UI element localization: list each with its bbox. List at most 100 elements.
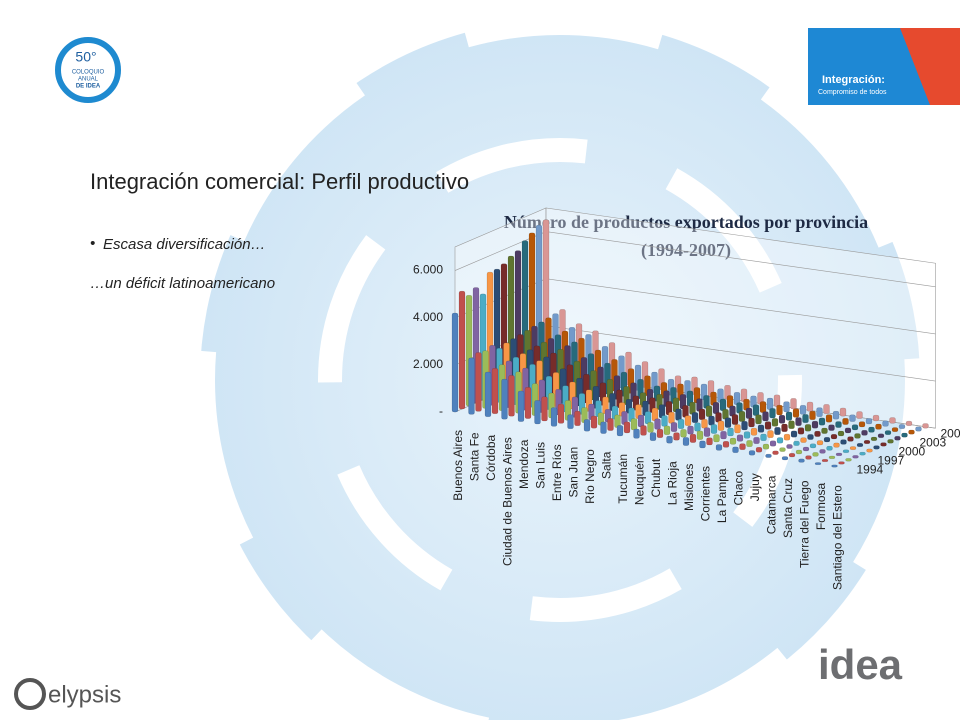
bar: [792, 408, 800, 418]
bar: [793, 440, 800, 446]
bar: [760, 433, 767, 442]
bar: [823, 437, 831, 443]
bar: [765, 453, 772, 458]
bar: [884, 430, 892, 435]
bar: [788, 453, 796, 458]
bar: [691, 412, 699, 423]
bar: [905, 420, 913, 427]
bar: [809, 443, 817, 449]
bar: [746, 440, 753, 447]
bar: [774, 427, 781, 435]
bar: [722, 441, 730, 448]
logo-idea: idea: [818, 641, 903, 688]
bar: [772, 450, 779, 455]
bar: [818, 417, 826, 426]
bar: [858, 421, 866, 428]
bar: [795, 449, 803, 455]
logo-text: ANUAL: [78, 77, 99, 83]
bar: [825, 414, 833, 423]
bar: [788, 420, 795, 429]
bar: [706, 437, 713, 446]
bar: [844, 427, 852, 434]
bar: [666, 435, 673, 444]
bar: [887, 439, 894, 444]
bar: [776, 437, 784, 444]
bar: [915, 426, 922, 432]
x-tick-label: Jujuy: [748, 473, 762, 501]
x-tick-label: Santa Cruz: [781, 478, 795, 538]
bar: [821, 427, 828, 434]
bar: [766, 397, 774, 410]
bar: [875, 423, 882, 430]
bar: [701, 419, 708, 429]
bar: [468, 357, 475, 415]
bar: [859, 451, 866, 456]
x-tick-label: San Luis: [534, 442, 548, 489]
bar: [491, 368, 499, 414]
bar: [698, 408, 706, 421]
x-tick-label: Salta: [600, 451, 614, 479]
bar: [823, 404, 830, 415]
bar: [755, 414, 762, 425]
bar: [804, 424, 812, 432]
bar: [501, 378, 508, 420]
chart-subtitle: (1994-2007): [641, 240, 731, 261]
logo-text: DE IDEA: [76, 84, 101, 90]
bar: [790, 398, 797, 410]
bar: [710, 424, 718, 434]
bar: [778, 414, 786, 424]
x-tick-label: Entre Ríos: [550, 444, 564, 501]
bar: [731, 414, 739, 425]
bar: [865, 418, 873, 425]
bar: [816, 407, 823, 418]
bar: [842, 418, 849, 425]
bar: [508, 375, 515, 417]
bar: [649, 432, 657, 441]
bar: [835, 421, 842, 428]
globe-pattern: [318, 138, 802, 622]
bar: [795, 417, 802, 426]
bar: [838, 461, 845, 465]
x-tick-label: La Rioja: [666, 461, 680, 505]
bar: [680, 429, 687, 438]
bar: [811, 420, 819, 429]
bar: [616, 425, 624, 437]
x-tick-label: Buenos Aires: [451, 430, 465, 501]
depth-label: 1997: [878, 453, 905, 467]
bar: [816, 440, 824, 446]
bar: [590, 415, 598, 429]
x-tick-label: San Juan: [567, 447, 581, 498]
bar: [550, 407, 558, 427]
bar: [607, 418, 614, 431]
bar: [743, 431, 751, 439]
y-tick-label: 4.000: [413, 310, 443, 324]
logo-subtitle: Compromiso de todos: [818, 89, 887, 96]
x-tick-label: La Pampa: [715, 468, 729, 523]
bar: [779, 447, 786, 452]
chart-title: Número de productos exportados por provi…: [504, 212, 868, 232]
x-tick-label: Chaco: [732, 470, 746, 505]
bar: [689, 433, 697, 443]
bar: [673, 432, 680, 441]
bar: [687, 425, 694, 435]
x-tick-label: Tucumán: [616, 454, 630, 504]
y-tick-label: 6.000: [413, 263, 443, 277]
bar: [802, 414, 809, 424]
bar: [809, 410, 816, 421]
bar: [557, 403, 565, 424]
bar: [842, 449, 850, 454]
bar: [828, 455, 836, 460]
logo-accent: [900, 28, 960, 105]
bar: [819, 449, 826, 454]
elypsis-icon: [14, 678, 46, 710]
bar: [677, 418, 685, 429]
bar: [475, 352, 482, 412]
bar: [873, 445, 880, 450]
bar: [736, 434, 744, 442]
bar: [901, 432, 908, 438]
y-tick-label: -: [439, 404, 443, 418]
bar: [866, 448, 873, 453]
bar: [699, 440, 706, 449]
bar: [889, 417, 896, 424]
